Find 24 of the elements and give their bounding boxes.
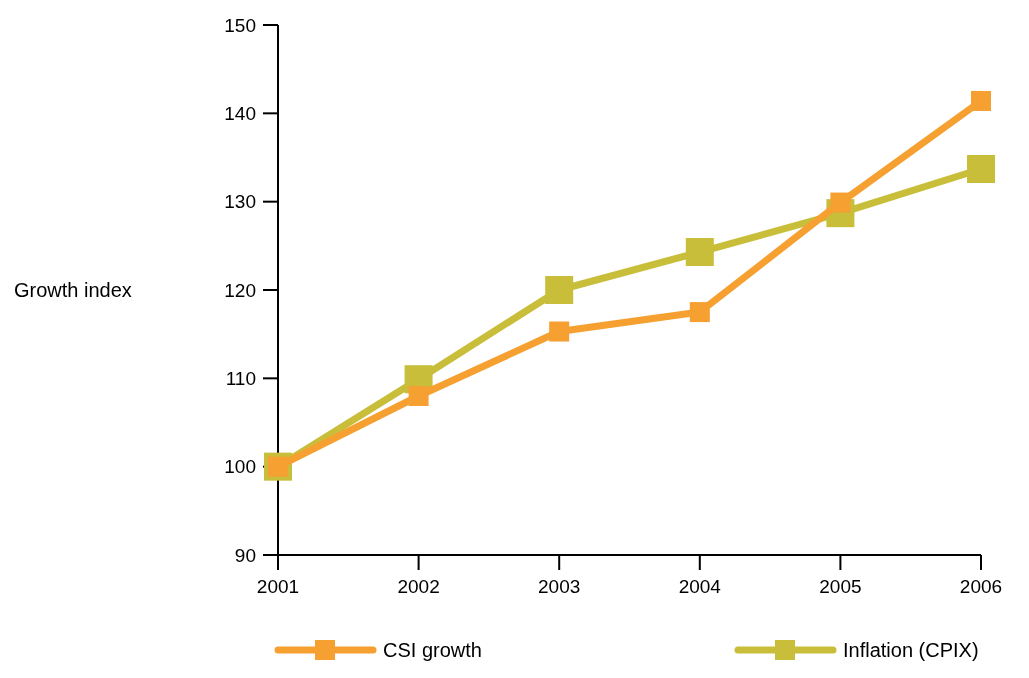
y-tick-label: 90 xyxy=(234,544,256,566)
y-tick-label: 100 xyxy=(224,456,256,478)
y-tick-label: 130 xyxy=(224,191,256,213)
x-tick-label: 2004 xyxy=(678,576,722,597)
y-axis-title: Growth index xyxy=(14,279,132,301)
x-tick-label: 2006 xyxy=(959,576,1003,597)
point xyxy=(685,238,714,267)
y-tick-label: 110 xyxy=(225,367,256,389)
y-tick-label: 150 xyxy=(224,14,256,36)
point xyxy=(830,192,851,213)
legend-label: Inflation (CPIX) xyxy=(843,639,979,661)
point xyxy=(549,321,570,342)
point xyxy=(971,90,991,111)
point xyxy=(545,276,574,304)
x-tick-label: 2003 xyxy=(538,576,581,597)
point xyxy=(689,302,710,323)
x-tick-label: 2001 xyxy=(256,576,300,597)
y-tick-label: 140 xyxy=(224,102,256,124)
point xyxy=(967,154,995,183)
point xyxy=(408,386,429,406)
y-tick-label: 120 xyxy=(224,279,256,301)
x-tick-label: 2002 xyxy=(397,576,440,597)
legend-label: CSI growth xyxy=(383,639,482,661)
x-tick-label: 2005 xyxy=(819,576,862,597)
